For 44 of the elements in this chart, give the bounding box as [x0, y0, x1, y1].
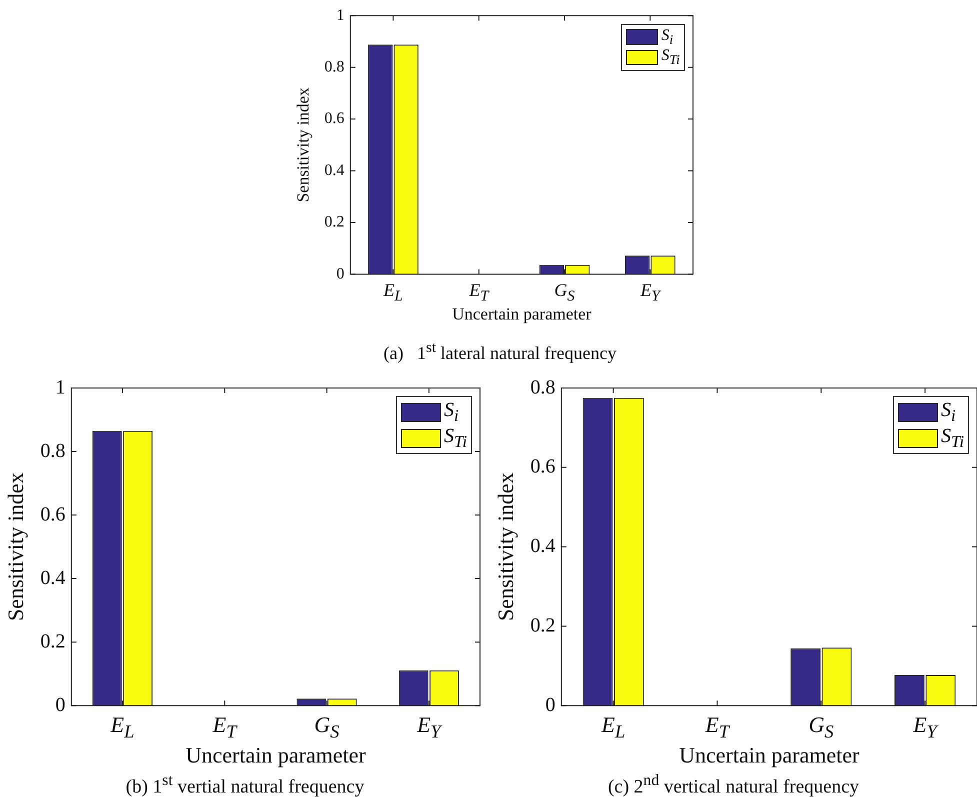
y-tick-label: 0.4 [40, 566, 66, 589]
legend-label: S$_{i}$ [941, 399, 956, 426]
y-tick-label: 1 [336, 6, 344, 24]
y-tick-label: 0.8 [530, 376, 556, 398]
y-tick-label: 0.8 [40, 440, 66, 462]
y-tick-label: 0 [55, 694, 66, 716]
x-tick-label: E$_{L}$ [602, 712, 626, 742]
x-tick-label: E$_{Y}$ [640, 280, 660, 306]
y-tick-label: 0.4 [324, 162, 344, 179]
x-tick-label: G$_{S}$ [314, 712, 340, 742]
legend-label: S$_{Ti}$ [661, 47, 680, 68]
legend-label: S$_{Ti}$ [941, 425, 964, 452]
y-tick-label: 0.2 [40, 630, 66, 652]
y-axis-title: Sensitivity index [294, 87, 313, 202]
y-tick-label: 0.4 [530, 535, 556, 558]
x-tick-label: E$_{L}$ [110, 712, 134, 742]
text: (a) 1$^{st}$ lateral natural frequency [382, 340, 618, 364]
legend-label: S$_{i}$ [661, 26, 674, 48]
y-tick-label: 0.2 [324, 214, 344, 231]
y-tick-label: 0.6 [324, 110, 344, 128]
text: (b) 1$^{st}$ vertial natural frequency [124, 772, 366, 797]
text: (c) 2$^{nd}$ vertical natural frequency [606, 772, 860, 797]
y-tick-label: 1 [55, 376, 66, 398]
x-tick-label: E$_{L}$ [384, 280, 403, 306]
y-axis-title: Sensitivity index [492, 472, 518, 622]
y-tick-label: 0 [545, 694, 556, 716]
x-tick-label: G$_{S}$ [554, 280, 575, 306]
y-axis-title: Sensitivity index [2, 472, 28, 622]
y-tick-label: 0.6 [530, 456, 556, 478]
y-tick-label: 0.2 [530, 614, 556, 636]
y-tick-label: 0 [336, 265, 344, 282]
x-tick-label: E$_{Y}$ [913, 712, 937, 742]
x-tick-label: G$_{S}$ [808, 712, 834, 742]
x-tick-label: E$_{T}$ [705, 712, 730, 742]
y-tick-label: 0.6 [40, 503, 66, 526]
y-tick-label: 0.8 [324, 58, 344, 76]
x-tick-label: E$_{T}$ [212, 712, 236, 742]
x-tick-label: E$_{Y}$ [417, 712, 441, 742]
x-axis-title: Uncertain parameter [186, 742, 366, 768]
x-axis-title: Uncertain parameter [679, 742, 860, 768]
legend-label: S$_{i}$ [444, 399, 459, 426]
x-axis-title: Uncertain parameter [452, 304, 592, 324]
legend-label: S$_{Ti}$ [444, 425, 467, 452]
x-tick-label: E$_{T}$ [469, 280, 489, 306]
